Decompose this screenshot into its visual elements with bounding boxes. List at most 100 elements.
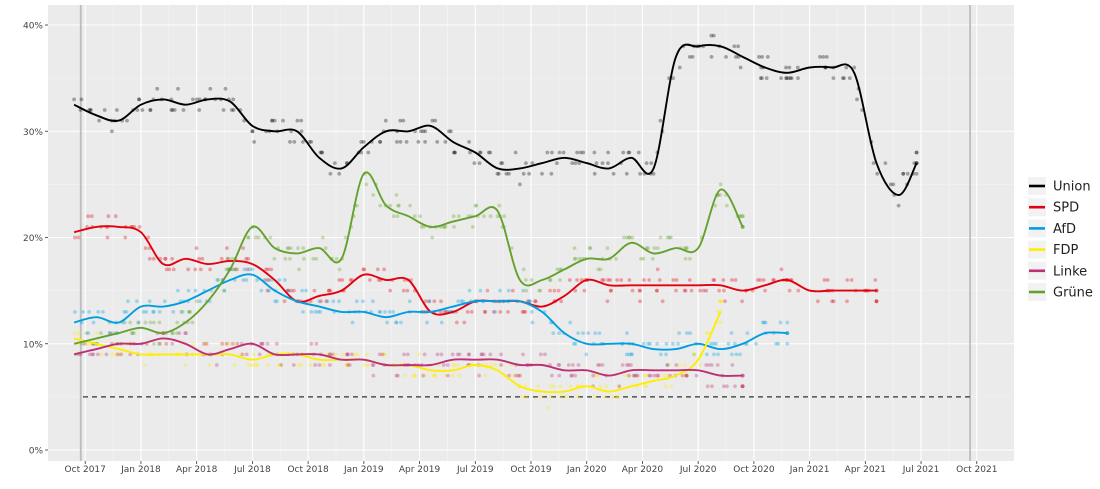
poll-point-spd [225,256,230,261]
poll-point-union [842,76,846,80]
poll-point-fdp [432,373,437,378]
poll-point-fdp [344,363,349,367]
poll-point-spd [630,288,635,293]
poll-point-grne [665,235,670,240]
poll-point-union [555,161,559,166]
poll-point-spd [186,267,191,272]
poll-point-grne [132,331,136,335]
poll-point-afd [387,310,392,314]
poll-point-linke [740,384,745,389]
poll-point-spd [822,278,827,282]
poll-point-spd [733,278,738,282]
poll-point-union [784,65,788,70]
poll-point-union [764,76,769,80]
poll-point-fdp [564,395,569,399]
poll-point-linke [164,341,169,346]
poll-point-linke [652,373,656,378]
poll-point-linke [230,341,235,346]
poll-point-union [507,171,511,176]
poll-point-grne [685,246,689,251]
poll-point-linke [680,373,685,378]
poll-point-afd [676,341,680,346]
poll-point-linke [260,341,265,346]
poll-point-linke [394,373,399,378]
poll-point-spd [845,278,850,282]
poll-point-grne [286,246,291,251]
poll-point-grne [596,267,601,272]
poll-point-fdp [718,299,723,304]
x-tick-label: Apr 2021 [845,465,886,475]
poll-point-union [549,171,554,176]
poll-point-afd [584,352,589,357]
poll-point-spd [601,278,606,282]
poll-point-grne [587,246,592,251]
poll-point-spd [483,310,487,314]
poll-point-afd [331,299,336,304]
poll-point-afd [286,288,290,293]
poll-point-linke [314,341,319,346]
poll-point-spd [771,278,775,282]
poll-point-afd [665,363,670,367]
poll-point-fdp [383,352,388,357]
poll-point-union [570,161,575,166]
poll-point-spd [619,278,624,282]
poll-point-linke [422,352,427,357]
poll-point-spd [717,288,721,293]
poll-point-spd [689,288,694,293]
poll-point-union [148,108,153,112]
poll-point-linke [371,373,376,378]
poll-point-union [497,171,501,176]
x-tick-label: Jul 2020 [679,465,717,475]
poll-point-union [435,140,440,144]
poll-point-grne [718,182,723,187]
poll-point-grne [232,267,237,272]
poll-point-linke [715,363,720,367]
poll-point-union [319,150,324,155]
poll-point-linke [184,331,188,335]
poll-point-spd [439,299,443,304]
poll-point-linke [722,384,726,389]
poll-point-spd [723,299,727,304]
poll-point-spd [523,310,528,314]
poll-point-union [447,129,451,134]
poll-point-afd [581,331,585,335]
poll-point-linke [626,373,631,378]
poll-point-union [671,76,675,80]
poll-point-afd [664,352,668,357]
poll-point-linke [499,363,503,367]
poll-point-union [452,150,457,155]
poll-point-union [527,171,531,176]
poll-point-spd [388,288,393,293]
poll-point-grne [474,203,479,208]
poll-point-grne [396,203,401,208]
poll-point-linke [258,341,263,346]
poll-point-linke [457,352,462,357]
poll-point-spd [269,267,274,272]
poll-point-afd [625,331,629,335]
legend-label-grne: Grüne [1053,286,1093,301]
trend-line-union [73,43,918,196]
poll-point-union [831,76,836,80]
poll-point-fdp [99,352,104,357]
poll-point-spd [627,278,632,282]
poll-point-grne [630,235,635,240]
poll-point-spd [533,299,538,304]
poll-point-spd [198,267,203,272]
poll-point-linke [177,331,182,335]
poll-point-fdp [698,363,702,367]
poll-point-fdp [602,395,607,399]
poll-point-grne [418,214,422,219]
poll-point-afd [176,288,180,293]
poll-point-spd [567,278,572,282]
x-tick-label: Oct 2017 [65,465,106,475]
poll-point-linke [684,373,689,378]
poll-point-grne [452,225,456,229]
poll-point-union [401,118,406,123]
poll-point-union [847,76,852,80]
poll-point-union [500,161,505,166]
poll-point-spd [683,288,688,293]
poll-point-union [690,55,695,59]
poll-point-grne [688,256,692,261]
poll-point-union [221,108,226,112]
poll-point-spd [704,288,709,293]
